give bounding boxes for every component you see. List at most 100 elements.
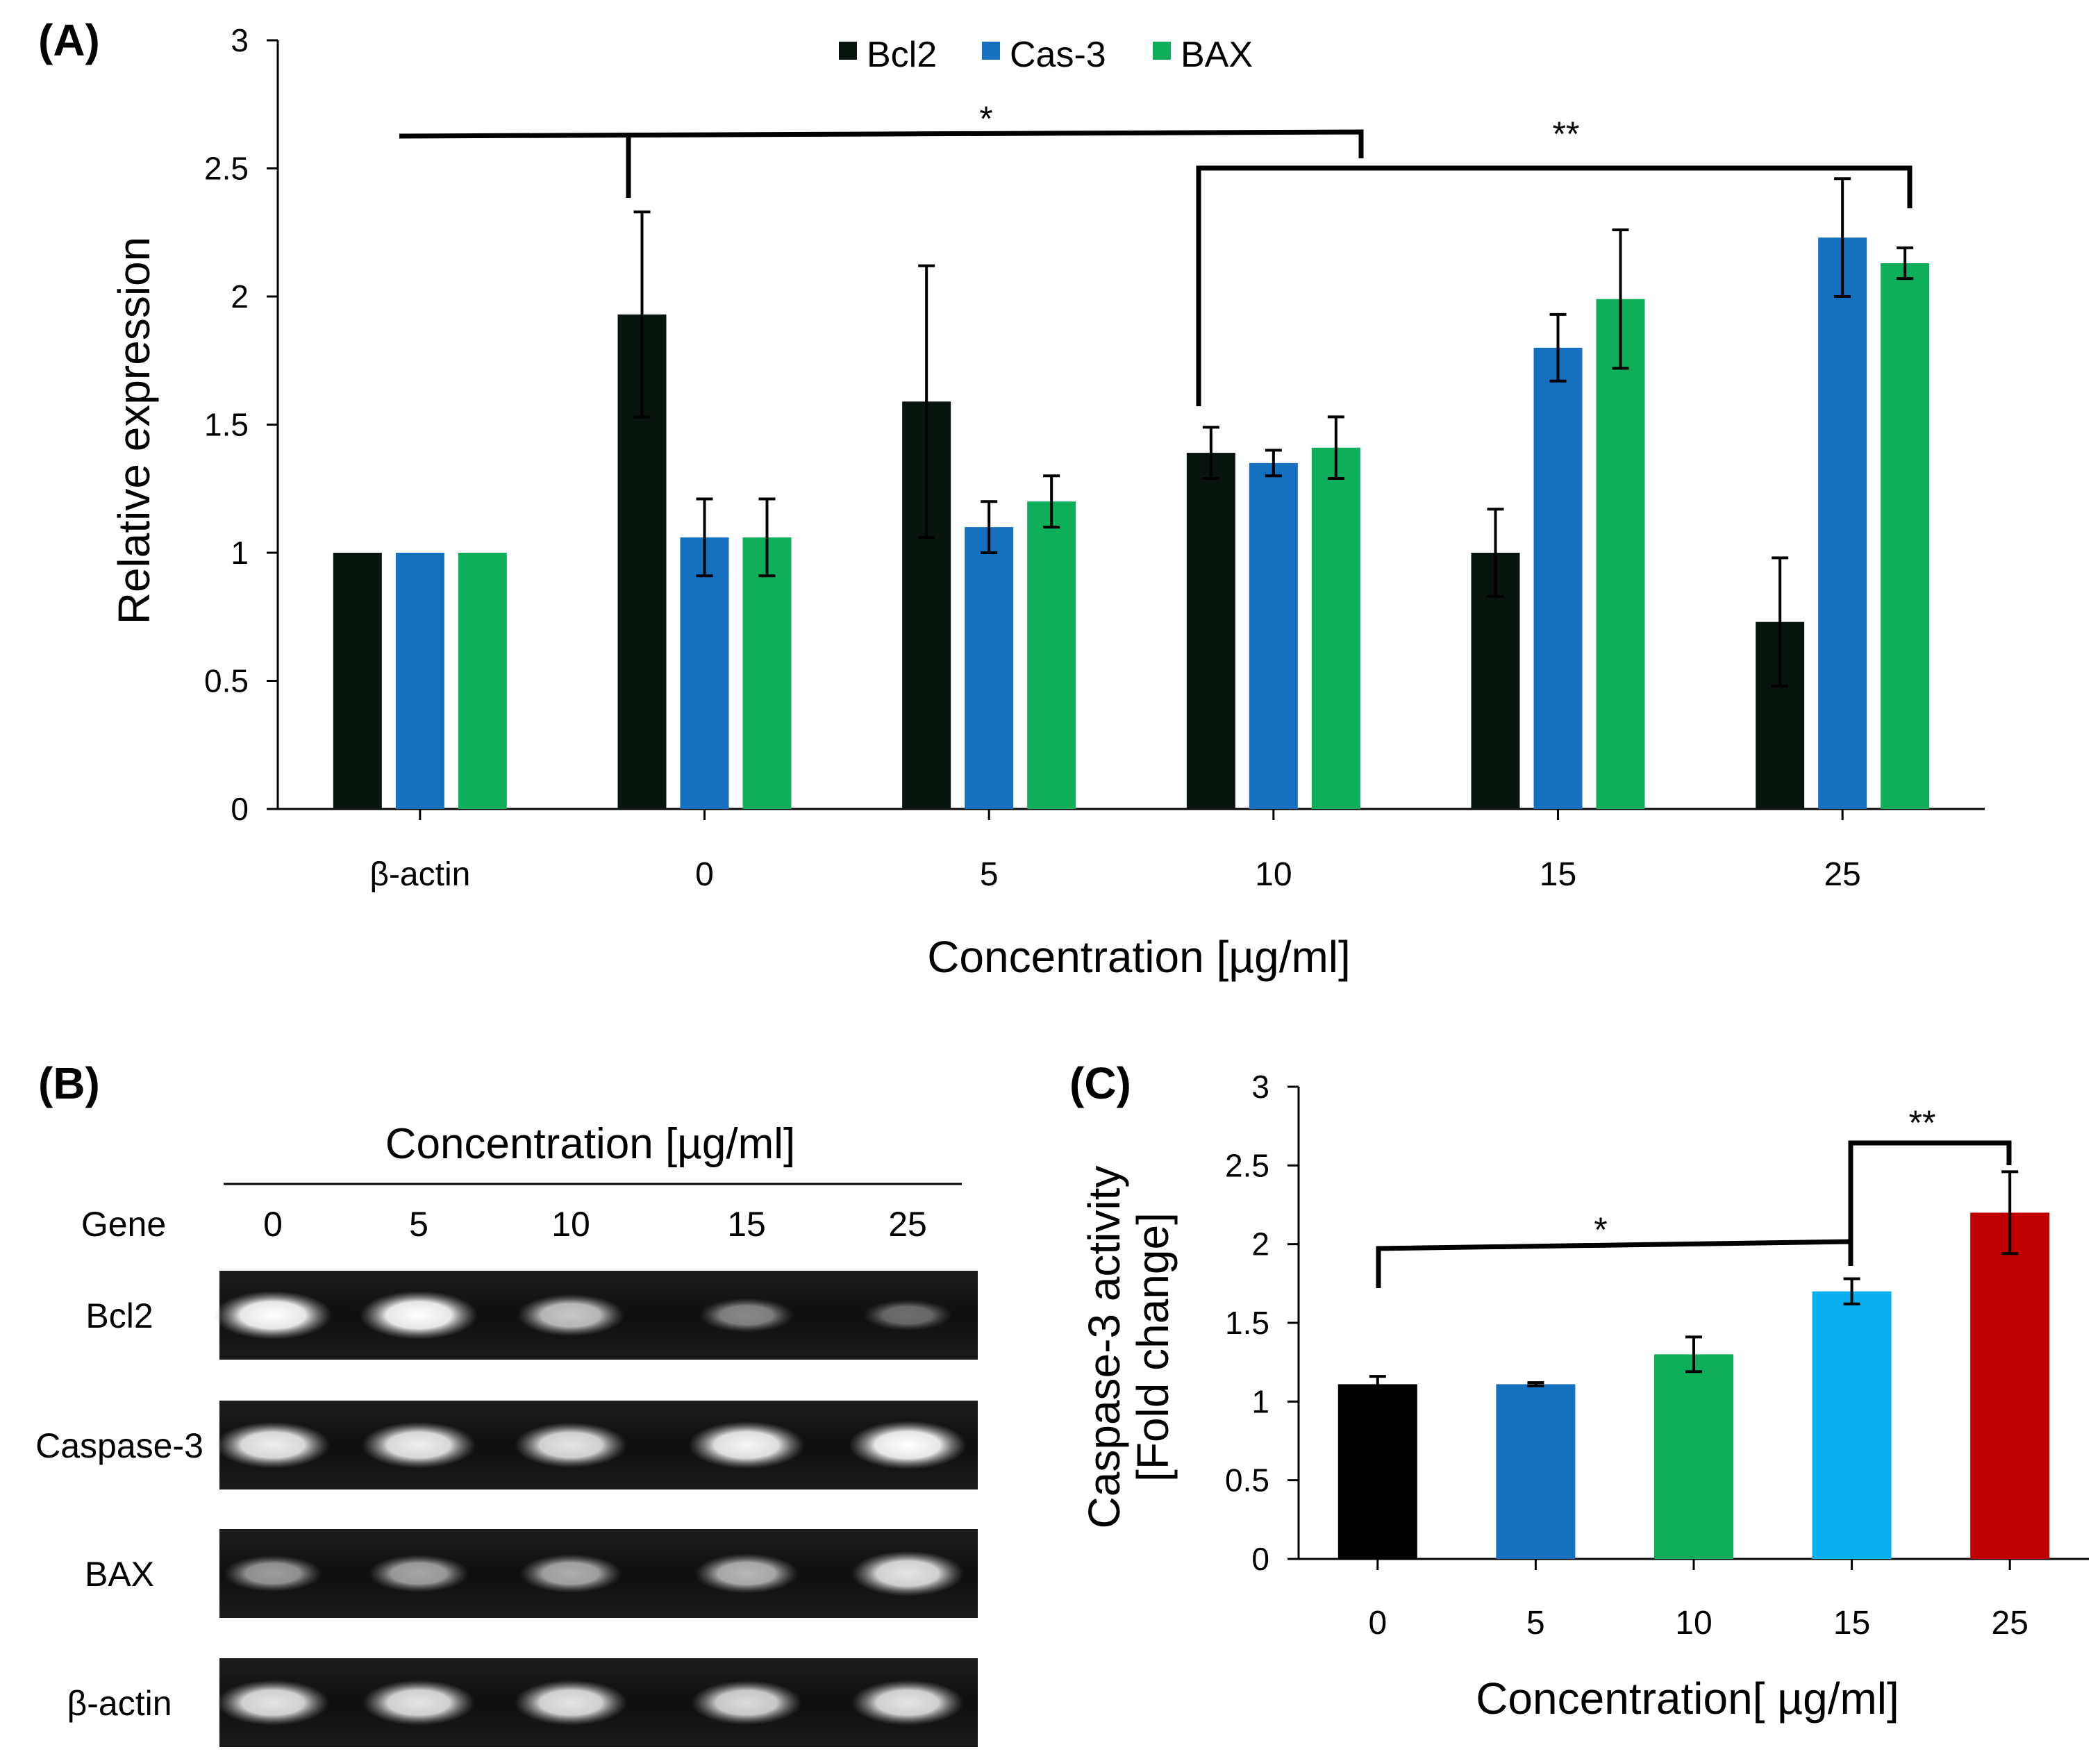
significance-marker-double: ** — [1553, 115, 1580, 153]
legend-label-bcl2: Bcl2 — [867, 35, 937, 75]
panel-a-label: (A) — [38, 15, 100, 65]
panel-c-y-tick-label: 1 — [1251, 1383, 1269, 1419]
bar-cas-3-β-actin — [395, 553, 444, 809]
bar-cas-3-5 — [965, 527, 1014, 809]
significance-marker-double-c: ** — [1909, 1103, 1936, 1142]
gel-band-3-4 — [851, 1680, 965, 1726]
gel-band-3-0 — [216, 1680, 330, 1726]
panel-a-x-tick-label: 0 — [695, 856, 714, 893]
legend-label-bax: BAX — [1181, 35, 1253, 75]
panel-b-gel-image: (B) Concentration [µg/ml] Gene 0 5 10 15 25 B… — [35, 1058, 978, 1747]
panel-a-y-tick-label: 2.5 — [204, 151, 249, 187]
panel-c-x-tick-label: 0 — [1368, 1605, 1387, 1642]
panel-c-y-tick-label: 0 — [1251, 1541, 1269, 1577]
panel-a-y-tick-label: 0 — [231, 791, 249, 827]
bar-bcl2-β-actin — [333, 553, 382, 809]
panel-a-y-tick-label: 1.5 — [204, 407, 249, 443]
gel-band-3-1 — [362, 1680, 476, 1726]
bar-cas-3-0 — [680, 537, 729, 809]
panel-a-x-tick-label: 5 — [980, 856, 999, 893]
panel-a-x-axis-title: Concentration [µg/ml] — [927, 932, 1351, 982]
bar-caspase3-activity-0 — [1338, 1384, 1417, 1559]
bar-bax-25 — [1881, 263, 1930, 809]
gel-band-2-1 — [368, 1554, 469, 1593]
panel-c-label: (C) — [1069, 1058, 1131, 1108]
significance-bracket-single-c — [1376, 1239, 1853, 1288]
gel-lane-header-0: 0 — [263, 1205, 283, 1244]
panel-a-x-tick-label: 25 — [1824, 856, 1860, 893]
panel-c-x-tick-label: 15 — [1833, 1605, 1870, 1642]
panel-c-x-tick-label: 10 — [1675, 1605, 1712, 1642]
legend-swatch-bax — [1153, 42, 1171, 60]
gel-band-1-1 — [361, 1421, 476, 1469]
bar-cas-3-15 — [1533, 347, 1583, 809]
panel-c-y-tick-label: 3 — [1251, 1069, 1269, 1105]
gel-lane-header-25: 25 — [888, 1205, 927, 1244]
bar-caspase3-activity-25 — [1970, 1212, 2050, 1559]
bar-bax-β-actin — [458, 553, 507, 809]
significance-bracket-double-c — [1848, 1140, 2012, 1243]
significance-marker-single: * — [979, 99, 992, 138]
gel-lane-header-15: 15 — [727, 1205, 766, 1244]
panel-c-y-tick-label: 0.5 — [1225, 1462, 1269, 1499]
panel-c-x-axis-title: Concentration[ µg/ml] — [1476, 1674, 1899, 1724]
gel-band-1-4 — [849, 1421, 967, 1469]
panel-a-y-tick-label: 0.5 — [204, 663, 249, 699]
gel-gene-label-3: β-actin — [67, 1684, 172, 1723]
gel-band-3-2 — [514, 1680, 628, 1726]
gel-band-0-1 — [360, 1291, 478, 1339]
bar-bax-5 — [1027, 501, 1076, 809]
gel-band-0-0 — [214, 1291, 332, 1339]
gel-band-0-4 — [862, 1299, 953, 1331]
panel-c-y-tick-label: 2 — [1251, 1226, 1269, 1262]
significance-bracket-single — [399, 129, 1364, 158]
panel-c-y-axis-title-line1: Caspase-3 activity — [1079, 1166, 1129, 1529]
gel-band-2-0 — [224, 1555, 322, 1592]
gel-gene-label-1: Caspase-3 — [35, 1426, 203, 1465]
gel-gene-column-label: Gene — [81, 1205, 166, 1244]
significance-marker-single-c: * — [1594, 1210, 1607, 1249]
panel-c-x-tick-label: 5 — [1526, 1605, 1545, 1642]
panel-c-y-tick-label: 1.5 — [1225, 1305, 1269, 1341]
panel-a-x-tick-label: β-actin — [369, 856, 470, 893]
panel-a-x-tick-label: 15 — [1540, 856, 1576, 893]
panel-a-significance-brackets: * ** — [399, 99, 1912, 406]
bar-caspase3-activity-5 — [1496, 1384, 1576, 1559]
gel-gene-label-2: BAX — [85, 1555, 154, 1594]
panel-c-bar-chart: (C) Caspase-3 activity [Fold change] Con… — [1069, 1058, 2089, 1724]
bar-cas-3-25 — [1818, 237, 1867, 809]
bar-bax-10 — [1311, 447, 1360, 809]
gel-band-0-2 — [517, 1294, 625, 1337]
panel-c-y-axis-title-line2: [Fold change] — [1128, 1212, 1178, 1482]
panel-a-bar-chart: (A) Relative expression Concentration [µ… — [38, 15, 1985, 982]
significance-bracket-double — [1196, 165, 1912, 406]
legend-swatch-cas3 — [982, 42, 1000, 60]
legend-label-cas3: Cas-3 — [1010, 35, 1106, 75]
gel-band-1-3 — [688, 1421, 805, 1469]
panel-c-x-tick-label: 25 — [1992, 1605, 2028, 1642]
bar-bax-0 — [742, 537, 792, 809]
panel-a-y-axis-title: Relative expression — [109, 237, 159, 625]
gel-lane-header-10: 10 — [551, 1205, 590, 1244]
bar-caspase3-activity-10 — [1654, 1354, 1733, 1559]
panel-a-y-tick-label: 3 — [231, 22, 249, 58]
gel-band-0-3 — [699, 1298, 794, 1333]
panel-a-y-tick-label: 1 — [231, 535, 249, 571]
gel-band-2-2 — [519, 1554, 622, 1593]
gel-band-1-0 — [215, 1421, 331, 1469]
legend-swatch-bcl2 — [839, 42, 857, 60]
panel-b-label: (B) — [38, 1058, 100, 1108]
bar-caspase3-activity-15 — [1812, 1291, 1892, 1559]
bar-cas-3-10 — [1249, 462, 1298, 809]
bar-bcl2-10 — [1186, 453, 1235, 809]
panel-c-significance-brackets: * ** — [1376, 1103, 2012, 1288]
gel-gene-label-0: Bcl2 — [85, 1296, 153, 1335]
panel-a-legend: Bcl2 Cas-3 BAX — [839, 35, 1253, 75]
bar-bax-15 — [1596, 299, 1645, 809]
gel-band-3-3 — [691, 1680, 802, 1725]
gel-header-title: Concentration [µg/ml] — [385, 1120, 796, 1168]
panel-a-y-tick-label: 2 — [231, 278, 249, 315]
gel-lane-header-5: 5 — [409, 1205, 428, 1244]
gel-band-2-4 — [851, 1551, 965, 1596]
